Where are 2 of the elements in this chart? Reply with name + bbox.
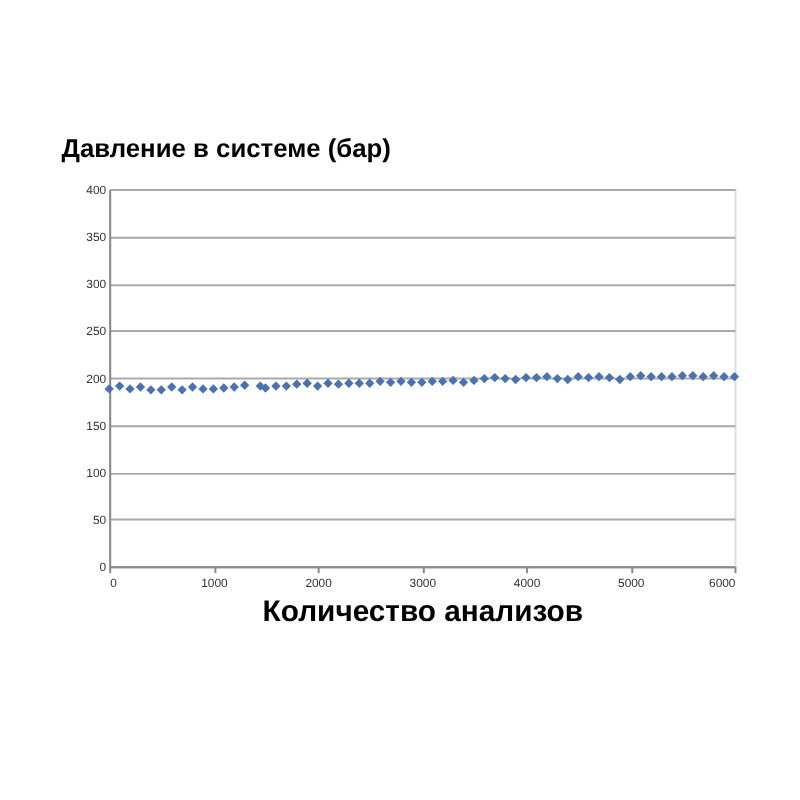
x-axis-title: Количество анализов [262, 596, 584, 629]
chart-title: Давление в системе (бар) [61, 133, 391, 164]
